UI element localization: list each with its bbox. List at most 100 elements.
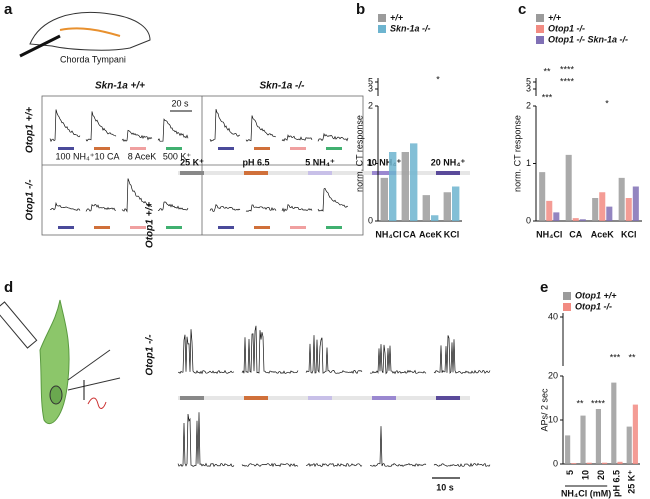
trace (49, 109, 81, 143)
stimulus-bar (372, 396, 396, 400)
bar (626, 426, 632, 464)
legend-label: Otop1 -/- (575, 301, 612, 311)
stimulus-bar (244, 171, 268, 175)
panel-label: b (356, 1, 365, 18)
trace (241, 462, 299, 468)
bar (606, 206, 613, 221)
significance: ** (628, 352, 636, 362)
bar (580, 415, 586, 464)
column-label: Skn-1a +/+ (95, 81, 145, 92)
x-tick-label: pH 6.5 (611, 470, 621, 497)
y-tick-label: 5 (368, 76, 373, 86)
stimulus-bar (218, 226, 234, 229)
stimulus-bar (254, 226, 270, 229)
trace (85, 111, 117, 142)
legend-label: Otop1 +/+ (575, 290, 617, 300)
significance: *** (542, 92, 553, 102)
x-tick-label: CA (403, 229, 416, 239)
stimulus-bar (218, 147, 234, 150)
trace (209, 204, 241, 212)
stimulus-bar (254, 147, 270, 150)
x-tick-label: NH₄Cl (375, 229, 401, 239)
y-tick-label: 1 (368, 158, 373, 168)
trace (157, 118, 189, 142)
stimulus-bar (130, 147, 146, 150)
nerve-label: Chorda Tympani (60, 54, 126, 64)
significance: ** (576, 398, 584, 408)
trace (317, 187, 349, 212)
stimulus-bar (58, 147, 74, 150)
panel-label: a (4, 1, 13, 18)
stimulus-bar (436, 171, 460, 175)
bar (571, 463, 577, 464)
row-label: Otop1 -/- (145, 334, 156, 376)
stimulus-bar (308, 171, 332, 175)
significance: *** (610, 352, 621, 362)
stimulus-bar (58, 226, 74, 229)
stimulus-bar (326, 147, 342, 150)
stimulus-bar (326, 226, 342, 229)
trace (433, 335, 491, 374)
y-tick-label: 3 (368, 83, 373, 93)
bar (617, 461, 623, 464)
y-tick-label: 20 (548, 370, 558, 380)
row-label: Otop1 -/- (25, 179, 36, 221)
x-tick-label: AceK (419, 229, 443, 239)
legend-label: +/+ (548, 12, 562, 22)
x-tick-label: NH₄Cl (536, 229, 562, 239)
bar (389, 152, 397, 221)
bar (599, 192, 606, 221)
bar (401, 152, 409, 221)
bar (595, 409, 601, 464)
trace (177, 412, 235, 468)
legend-swatch (536, 36, 544, 44)
bar (632, 404, 638, 464)
x-tick-label: KCl (444, 229, 460, 239)
bar (632, 186, 639, 221)
stimulus-bar (180, 171, 204, 175)
y-tick-label: 1 (526, 158, 531, 168)
bar (625, 198, 632, 221)
legend-label: Otop1 -/- Skn-1a -/- (548, 34, 628, 44)
trace (209, 109, 241, 143)
bar (422, 195, 430, 221)
significance: ** (543, 66, 551, 76)
x-tick-label: KCl (621, 229, 637, 239)
stimulus-bar (130, 226, 146, 229)
significance: **** (560, 64, 575, 74)
nerve (59, 27, 121, 37)
trace (305, 335, 363, 374)
bar (618, 177, 625, 221)
bar (586, 462, 592, 464)
x-tick-label: CA (569, 229, 582, 239)
trace (121, 129, 153, 142)
legend-swatch (536, 25, 544, 33)
trace (121, 178, 153, 213)
y-tick-label: 40 (548, 311, 558, 321)
trace (49, 201, 81, 211)
x-tick-label: 10 (580, 470, 590, 480)
electrode (19, 34, 61, 58)
trace (241, 325, 299, 374)
trace (369, 426, 427, 467)
x-tick-label: 20 (596, 470, 606, 480)
y-tick-label: 2 (368, 100, 373, 110)
panel-label: e (540, 279, 548, 296)
trace (177, 329, 235, 375)
legend-swatch (563, 292, 571, 300)
significance: * (605, 98, 609, 108)
stimulus-bar (308, 396, 332, 400)
legend-label: Skn-1a -/- (390, 23, 431, 33)
panel-frame (41, 95, 364, 236)
stimulus-label: 500 K⁺ (163, 151, 192, 161)
stimulus-label: 10 CA (94, 151, 119, 161)
bar (553, 212, 560, 221)
significance: **** (560, 76, 575, 86)
bar (546, 200, 553, 221)
stimulus-bar (290, 226, 306, 229)
bar (565, 435, 571, 464)
scale-label: 20 s (171, 98, 189, 108)
bar (431, 215, 439, 221)
trace (281, 204, 313, 213)
bar (611, 382, 617, 464)
